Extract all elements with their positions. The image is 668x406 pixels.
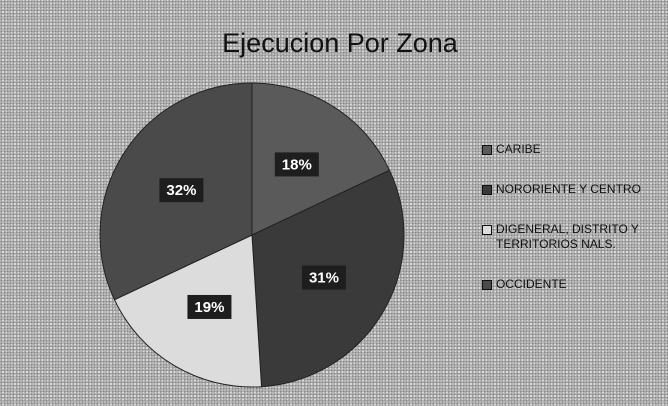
legend-label: NORORIENTE Y CENTRO	[496, 182, 641, 196]
legend-label: OCCIDENTE	[496, 277, 567, 291]
legend-swatch	[482, 280, 492, 290]
legend: CARIBE NORORIENTE Y CENTRO DIGENERAL, DIST…	[482, 142, 664, 292]
data-label: 31%	[309, 270, 339, 287]
legend-entry: CARIBE	[482, 142, 664, 157]
legend-entry: NORORIENTE Y CENTRO	[482, 182, 664, 197]
pie-slice	[251, 82, 391, 236]
chart-title: Ejecucion Por Zona	[222, 28, 459, 58]
legend-label: DIGENERAL, DISTRITO Y TERRITORIOS NALS.	[496, 222, 639, 251]
legend-entry: OCCIDENTE	[482, 277, 664, 292]
legend-entry: DIGENERAL, DISTRITO Y TERRITORIOS NALS.	[482, 222, 664, 252]
legend-swatch	[482, 225, 492, 235]
legend-swatch	[482, 145, 492, 155]
data-label-box	[159, 178, 204, 203]
data-label-box	[274, 152, 319, 177]
data-label: 19%	[194, 299, 224, 316]
legend-swatch	[482, 185, 492, 195]
legend-label: CARIBE	[496, 142, 541, 156]
data-label-box	[301, 265, 346, 290]
data-label: 18%	[282, 156, 312, 173]
data-label: 32%	[166, 182, 196, 199]
data-label-box	[187, 294, 232, 319]
